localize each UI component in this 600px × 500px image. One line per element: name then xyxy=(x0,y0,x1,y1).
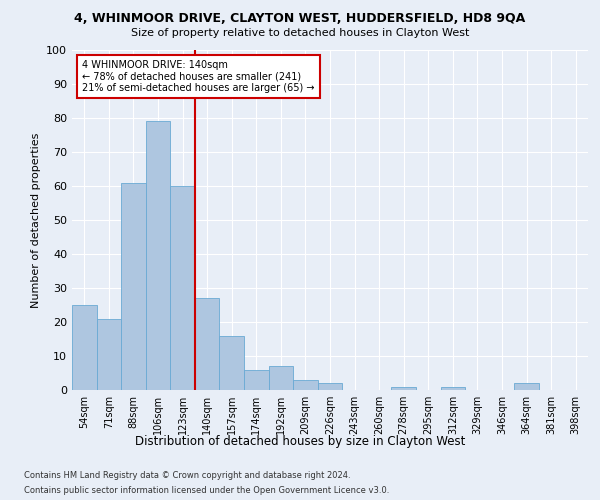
Text: Contains HM Land Registry data © Crown copyright and database right 2024.: Contains HM Land Registry data © Crown c… xyxy=(24,471,350,480)
Bar xyxy=(72,305,97,390)
Text: Distribution of detached houses by size in Clayton West: Distribution of detached houses by size … xyxy=(135,435,465,448)
Bar xyxy=(318,383,342,390)
Text: 4 WHINMOOR DRIVE: 140sqm
← 78% of detached houses are smaller (241)
21% of semi-: 4 WHINMOOR DRIVE: 140sqm ← 78% of detach… xyxy=(82,60,315,94)
Bar xyxy=(146,122,170,390)
Bar xyxy=(391,386,416,390)
Bar xyxy=(121,182,146,390)
Bar xyxy=(170,186,195,390)
Bar xyxy=(97,318,121,390)
Bar xyxy=(244,370,269,390)
Bar xyxy=(269,366,293,390)
Bar xyxy=(514,383,539,390)
Y-axis label: Number of detached properties: Number of detached properties xyxy=(31,132,41,308)
Bar xyxy=(220,336,244,390)
Text: Contains public sector information licensed under the Open Government Licence v3: Contains public sector information licen… xyxy=(24,486,389,495)
Text: Size of property relative to detached houses in Clayton West: Size of property relative to detached ho… xyxy=(131,28,469,38)
Bar xyxy=(293,380,318,390)
Bar xyxy=(440,386,465,390)
Text: 4, WHINMOOR DRIVE, CLAYTON WEST, HUDDERSFIELD, HD8 9QA: 4, WHINMOOR DRIVE, CLAYTON WEST, HUDDERS… xyxy=(74,12,526,26)
Bar xyxy=(195,298,220,390)
